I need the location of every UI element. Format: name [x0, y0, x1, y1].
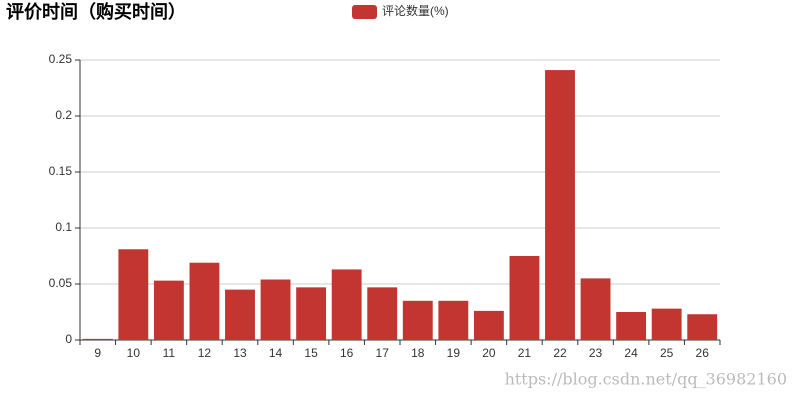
x-tick-label: 11	[163, 346, 176, 360]
bar	[651, 308, 682, 340]
x-tick-label: 21	[518, 346, 532, 360]
x-tick-label: 9	[94, 346, 101, 360]
bar	[367, 287, 398, 340]
bar	[438, 300, 469, 340]
watermark: https://blog.csdn.net/qq_36982160	[505, 370, 787, 389]
x-tick-label: 14	[269, 346, 283, 360]
bar	[580, 278, 611, 340]
y-tick-label: 0.25	[49, 52, 73, 66]
bar	[545, 70, 575, 340]
x-tick-label: 13	[233, 346, 247, 360]
bar	[260, 279, 291, 340]
y-tick-label: 0.1	[55, 220, 72, 234]
y-tick-label: 0.15	[49, 164, 73, 178]
x-tick-label: 25	[660, 346, 674, 360]
x-tick-label: 24	[624, 346, 638, 360]
bar	[402, 300, 433, 340]
bar	[687, 314, 718, 340]
bar	[118, 249, 149, 340]
x-tick-label: 18	[411, 346, 425, 360]
bar	[616, 312, 647, 340]
x-tick-label: 22	[553, 346, 567, 360]
bar	[331, 269, 362, 340]
x-tick-label: 26	[696, 346, 710, 360]
x-tick-label: 23	[589, 346, 603, 360]
x-tick-label: 16	[340, 346, 354, 360]
bar	[189, 262, 220, 340]
x-tick-label: 15	[304, 346, 318, 360]
bar	[473, 310, 504, 340]
bar	[82, 338, 113, 340]
legend-swatch	[352, 5, 377, 19]
x-tick-label: 17	[376, 346, 390, 360]
bar	[153, 280, 184, 340]
x-tick-label: 10	[127, 346, 141, 360]
chart-title: 评价时间（购买时间）	[6, 1, 186, 22]
legend-label: 评论数量(%)	[382, 3, 449, 18]
x-tick-label: 20	[482, 346, 496, 360]
bar	[225, 289, 255, 340]
bar	[509, 256, 540, 340]
x-tick-label: 12	[198, 346, 212, 360]
x-tick-label: 19	[447, 346, 461, 360]
y-tick-label: 0	[65, 332, 72, 346]
y-tick-label: 0.2	[55, 108, 72, 122]
bar	[296, 287, 327, 340]
y-tick-label: 0.05	[49, 276, 73, 290]
